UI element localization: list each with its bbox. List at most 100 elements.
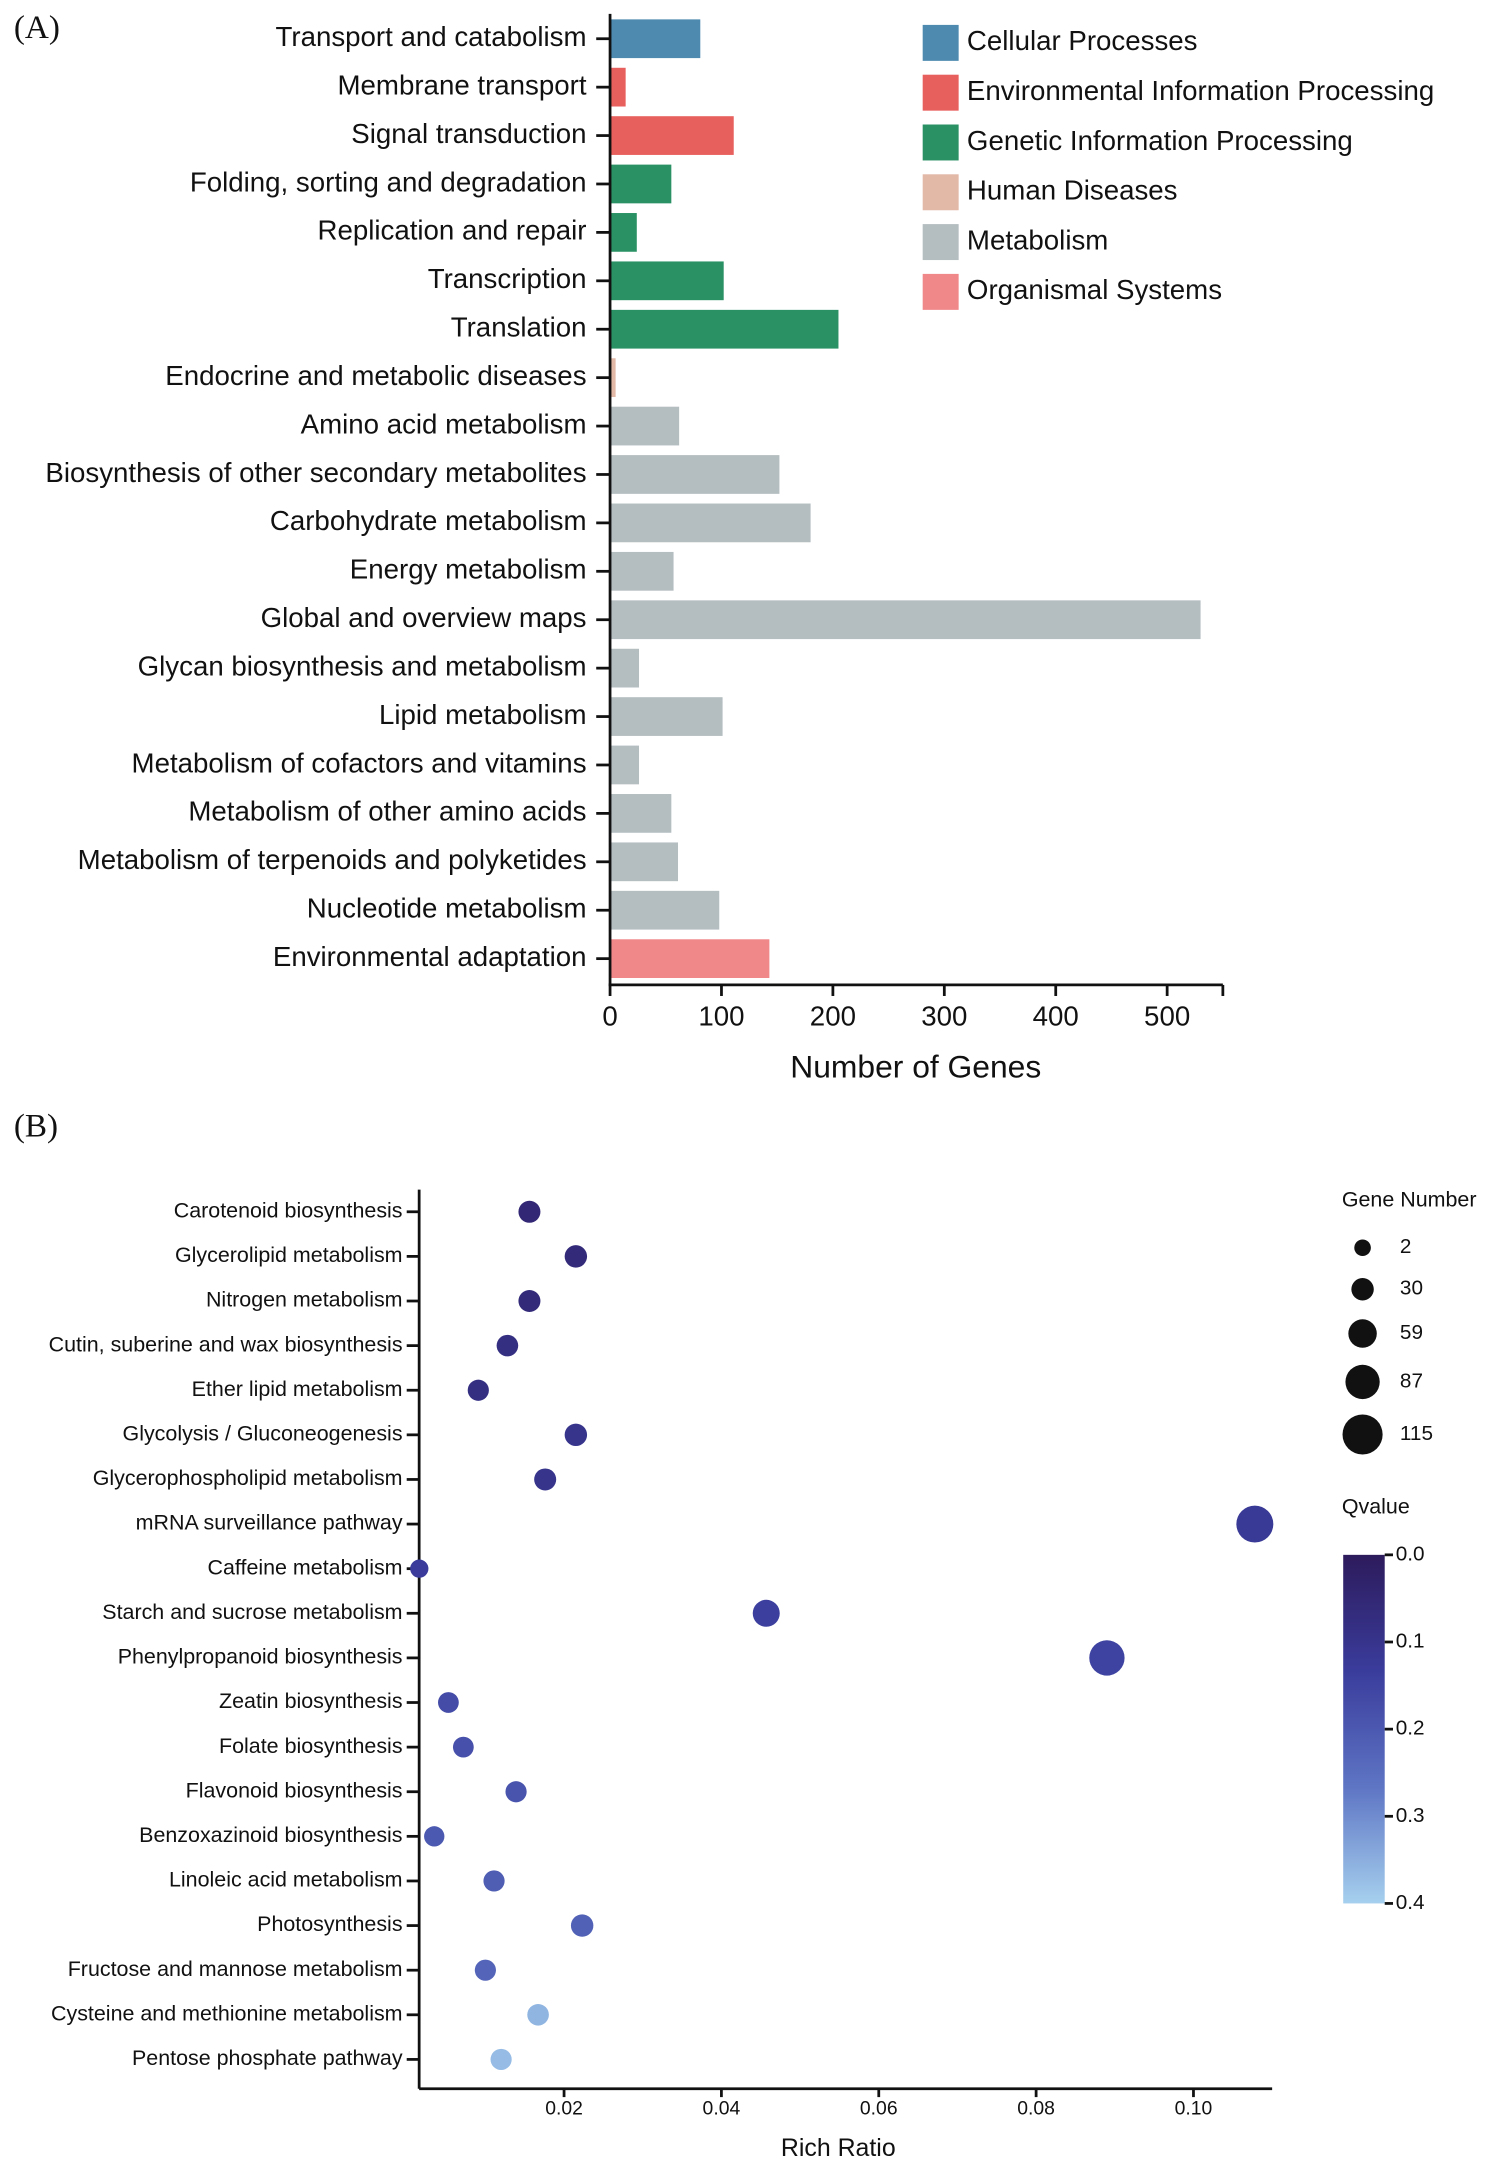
y-tick-label: Endocrine and metabolic diseases <box>165 360 586 391</box>
bar <box>610 116 734 155</box>
size-legend-marker <box>1342 1414 1383 1455</box>
size-legend-marker <box>1351 1278 1374 1301</box>
bubble <box>496 1334 519 1357</box>
legend-swatch <box>922 174 959 211</box>
x-tick-label: 300 <box>921 1000 967 1031</box>
y-tick-label: Global and overview maps <box>261 602 587 633</box>
y-tick-label: Cutin, suberine and wax biosynthesis <box>49 1332 403 1356</box>
bubble <box>564 1245 588 1268</box>
y-tick-label: Nitrogen metabolism <box>206 1288 403 1312</box>
bar <box>610 309 839 349</box>
x-tick-label: 500 <box>1144 1000 1190 1031</box>
y-tick-label: Carotenoid biosynthesis <box>174 1198 403 1222</box>
bubble <box>564 1423 588 1447</box>
y-tick-label: Photosynthesis <box>257 1912 402 1936</box>
bubble <box>474 1959 496 1981</box>
colorbar-tick-label: 0.0 <box>1396 1542 1425 1565</box>
size-legend-label: 2 <box>1400 1235 1412 1258</box>
bar <box>610 164 672 204</box>
bubble <box>570 1914 594 1937</box>
y-tick-label: Carbohydrate metabolism <box>270 505 587 536</box>
bar <box>610 648 640 688</box>
legend-swatch <box>922 74 959 111</box>
y-tick-label: Caffeine metabolism <box>208 1555 403 1579</box>
colorbar-title: Qvalue <box>1342 1494 1410 1518</box>
legend-label: Organismal Systems <box>967 274 1222 305</box>
y-tick-label: Flavonoid biosynthesis <box>186 1778 403 1802</box>
x-tick-label: 400 <box>1033 1000 1079 1031</box>
y-tick-label: Transport and catabolism <box>276 21 587 52</box>
y-tick-label: Metabolism of terpenoids and polyketides <box>78 844 587 875</box>
size-legend-marker <box>1354 1239 1371 1257</box>
colorbar <box>1343 1554 1385 1904</box>
x-tick-label: 200 <box>810 1000 856 1031</box>
x-tick-label: 0.06 <box>860 2098 898 2120</box>
size-legend-title: Gene Number <box>1342 1187 1477 1211</box>
y-tick-label: Glycolysis / Gluconeogenesis <box>123 1421 403 1445</box>
bubble <box>410 1559 429 1578</box>
colorbar-tick-label: 0.2 <box>1396 1717 1425 1740</box>
y-tick-label: Cysteine and methionine metabolism <box>51 2001 403 2025</box>
bubble <box>483 1870 505 1892</box>
bubble <box>452 1736 474 1758</box>
bubble <box>534 1468 557 1491</box>
panel-label: (A) <box>14 9 60 46</box>
bar <box>610 455 780 494</box>
x-tick-label: 100 <box>698 1000 744 1031</box>
y-tick-label: Zeatin biosynthesis <box>219 1689 403 1713</box>
y-tick-label: Environmental adaptation <box>273 941 587 972</box>
bubble <box>438 1692 459 1713</box>
y-tick-label: Fructose and mannose metabolism <box>68 1957 403 1981</box>
legend-swatch <box>922 273 959 310</box>
legend-swatch <box>922 24 959 61</box>
bubble <box>490 2048 512 2070</box>
y-tick-label: Amino acid metabolism <box>301 408 587 439</box>
y-tick-label: Phenylpropanoid biosynthesis <box>118 1645 403 1669</box>
bubble <box>527 2003 549 2026</box>
legend-swatch <box>922 124 959 161</box>
colorbar-tick-label: 0.3 <box>1396 1804 1425 1827</box>
y-tick-label: Glycan biosynthesis and metabolism <box>138 650 587 681</box>
bubble <box>505 1781 527 1803</box>
bar <box>610 745 640 785</box>
x-axis-label: Rich Ratio <box>781 2134 896 2157</box>
bar <box>610 19 701 59</box>
bubble <box>752 1599 780 1627</box>
y-tick-label: Translation <box>451 312 587 343</box>
legend-label: Cellular Processes <box>967 25 1198 56</box>
y-tick-label: Signal transduction <box>351 118 586 149</box>
legend-label: Genetic Information Processing <box>967 125 1353 156</box>
y-tick-label: Pentose phosphate pathway <box>132 2046 403 2070</box>
y-tick-label: Folate biosynthesis <box>219 1734 403 1758</box>
bubble <box>467 1379 489 1401</box>
bar <box>610 794 672 833</box>
bar <box>610 213 637 252</box>
bar <box>610 261 724 301</box>
y-tick-label: Glycerolipid metabolism <box>175 1243 403 1267</box>
y-tick-label: Metabolism of other amino acids <box>188 796 586 827</box>
bar <box>610 406 680 446</box>
panel-label: (B) <box>14 1107 58 1144</box>
bar <box>610 358 616 398</box>
bar <box>610 890 720 930</box>
y-tick-label: mRNA surveillance pathway <box>136 1511 403 1535</box>
x-axis-label: Number of Genes <box>790 1049 1041 1085</box>
size-legend-label: 115 <box>1400 1422 1433 1445</box>
size-legend-label: 59 <box>1400 1321 1423 1344</box>
size-legend-label: 30 <box>1400 1277 1423 1300</box>
size-legend-label: 87 <box>1400 1369 1423 1392</box>
y-tick-label: Transcription <box>428 263 587 294</box>
y-tick-label: Nucleotide metabolism <box>307 893 587 924</box>
y-tick-label: Lipid metabolism <box>379 699 587 730</box>
legend-swatch <box>922 224 959 261</box>
x-tick-label: 0.02 <box>545 2098 583 2120</box>
legend-label: Environmental Information Processing <box>967 75 1434 106</box>
bar <box>610 600 1201 640</box>
bubble <box>518 1290 541 1313</box>
bar <box>610 697 723 736</box>
y-tick-label: Ether lipid metabolism <box>192 1377 403 1401</box>
size-legend-marker <box>1345 1364 1380 1400</box>
y-tick-label: Membrane transport <box>338 69 587 100</box>
bubble <box>518 1200 541 1223</box>
